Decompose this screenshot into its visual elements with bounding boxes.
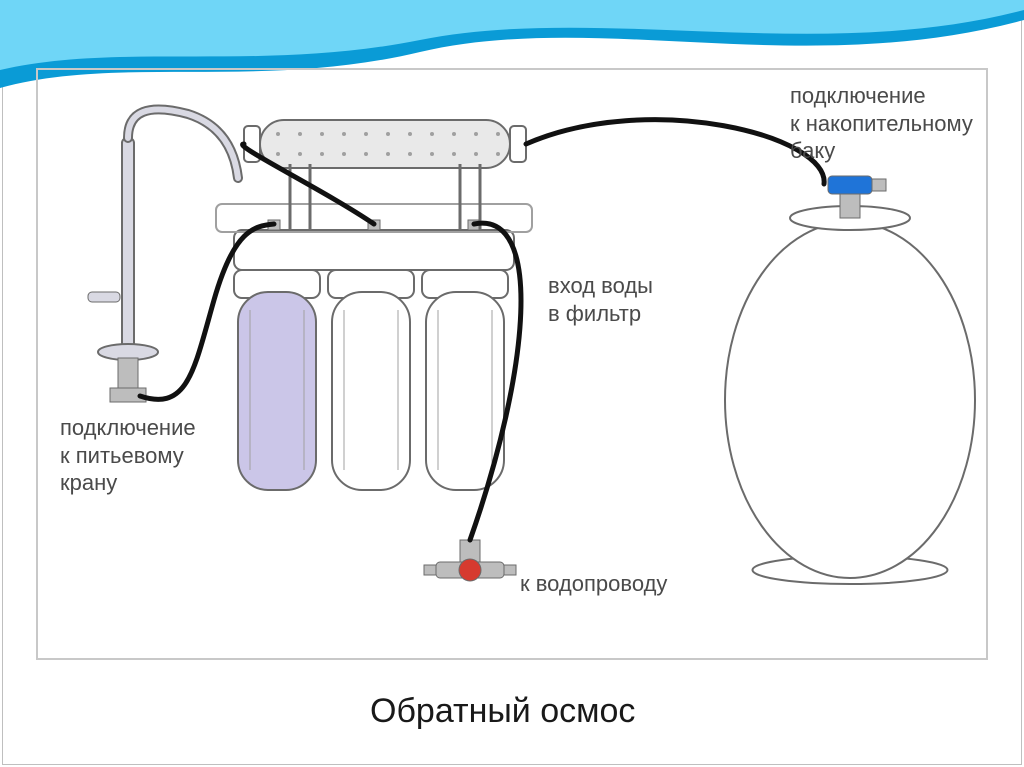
- label-tank-connection: подключение к накопительному баку: [790, 82, 973, 165]
- slide-caption: Обратный осмос: [370, 692, 635, 731]
- slide-stage: подключение к накопительному баку вход в…: [0, 0, 1024, 767]
- label-water-inlet: вход воды в фильтр: [548, 272, 653, 327]
- label-faucet-connection: подключение к питьевому крану: [60, 414, 196, 497]
- label-supply-connection: к водопроводу: [520, 570, 667, 598]
